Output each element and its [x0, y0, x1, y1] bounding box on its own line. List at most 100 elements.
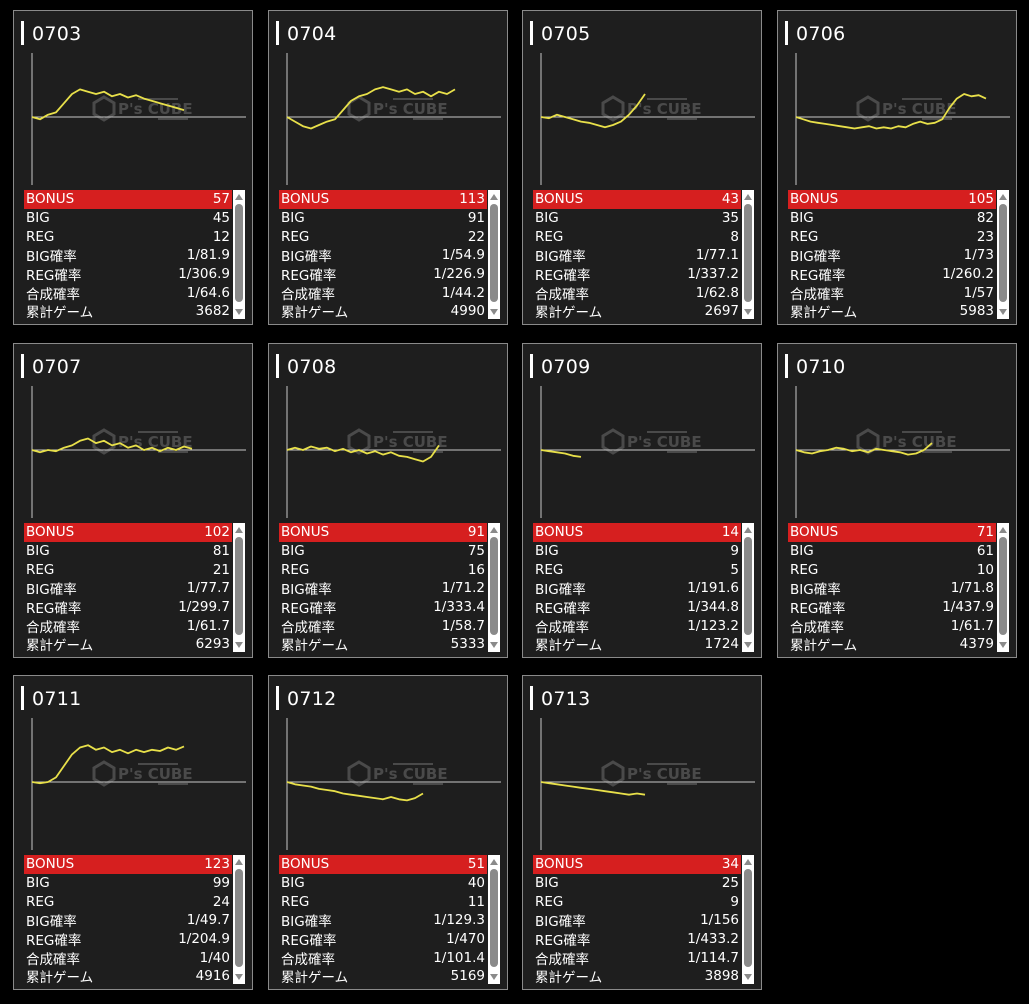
stat-row-big: BIG 91 [279, 209, 487, 228]
stat-row-big: BIG 9 [533, 542, 741, 561]
scroll-up-icon[interactable] [235, 527, 243, 533]
scroll-up-icon[interactable] [999, 527, 1007, 533]
scrollbar[interactable] [488, 523, 500, 652]
machine-card[interactable]: 0710 P's CUBE BONUS 71 BIG 61 REG 10 BIG確率 1/71.8… [777, 343, 1017, 658]
stat-row-reg-rate: REG確率 1/337.2 [533, 265, 741, 284]
machine-card[interactable]: 0712 P's CUBE BONUS 51 BIG 40 REG 11 BIG確率 1/129.… [268, 675, 508, 990]
scroll-thumb[interactable] [999, 204, 1007, 302]
stat-label: BIG確率 [281, 249, 332, 266]
scroll-thumb[interactable] [744, 869, 752, 967]
scroll-down-icon[interactable] [999, 309, 1007, 315]
scrollbar[interactable] [742, 855, 754, 984]
scrollbar[interactable] [997, 190, 1009, 319]
scroll-down-icon[interactable] [235, 309, 243, 315]
stat-value: 23 [976, 228, 994, 245]
machine-number: 0703 [21, 21, 82, 45]
scrollbar[interactable] [233, 855, 245, 984]
scroll-up-icon[interactable] [999, 194, 1007, 200]
stat-row-big-rate: BIG確率 1/73 [788, 246, 996, 265]
slump-graph: P's CUBE [795, 53, 1010, 185]
stat-label: BIG確率 [26, 582, 77, 599]
scroll-up-icon[interactable] [744, 194, 752, 200]
stat-value: 1/123.2 [687, 617, 739, 634]
scroll-up-icon[interactable] [744, 859, 752, 865]
scroll-up-icon[interactable] [235, 859, 243, 865]
scroll-down-icon[interactable] [490, 642, 498, 648]
scroll-up-icon[interactable] [490, 527, 498, 533]
stat-label: 累計ゲーム [790, 638, 858, 655]
stat-value: 43 [721, 191, 739, 208]
stat-row-bonus: BONUS 113 [279, 190, 487, 209]
scroll-up-icon[interactable] [490, 859, 498, 865]
stat-row-big-rate: BIG確率 1/81.9 [24, 246, 232, 265]
scroll-thumb[interactable] [490, 204, 498, 302]
watermark-brand: P's CUBE [373, 100, 448, 118]
scrollbar[interactable] [233, 523, 245, 652]
stat-label: 合成確率 [26, 286, 80, 303]
scrollbar[interactable] [488, 855, 500, 984]
scroll-thumb[interactable] [490, 869, 498, 967]
machine-card[interactable]: 0713 P's CUBE BONUS 34 BIG 25 REG 9 BIG確率 1/156 RE… [522, 675, 762, 990]
stat-value: 4379 [959, 636, 994, 653]
scrollbar[interactable] [742, 190, 754, 319]
scroll-down-icon[interactable] [744, 309, 752, 315]
machine-card[interactable]: 0705 P's CUBE BONUS 43 BIG 35 REG 8 BIG確率 1/77.1 R… [522, 10, 762, 325]
machine-card[interactable]: 0711 P's CUBE BONUS 123 BIG 99 REG 24 BIG確率 1/49.… [13, 675, 253, 990]
machine-card[interactable]: 0709 P's CUBE BONUS 14 BIG 9 REG 5 BIG確率 1/191.6 R… [522, 343, 762, 658]
scroll-down-icon[interactable] [744, 642, 752, 648]
scroll-up-icon[interactable] [490, 194, 498, 200]
stat-label: 合成確率 [26, 619, 80, 636]
stat-value: 102 [204, 524, 230, 541]
scrollbar[interactable] [233, 190, 245, 319]
scroll-down-icon[interactable] [235, 642, 243, 648]
machine-number: 0704 [276, 21, 337, 45]
stat-label: BIG [26, 543, 50, 560]
stat-row-big-rate: BIG確率 1/54.9 [279, 246, 487, 265]
stat-label: 累計ゲーム [790, 305, 858, 322]
scroll-down-icon[interactable] [490, 309, 498, 315]
scroll-thumb[interactable] [235, 869, 243, 967]
scrollbar[interactable] [997, 523, 1009, 652]
stat-value: 12 [212, 228, 230, 245]
scroll-down-icon[interactable] [999, 642, 1007, 648]
scroll-thumb[interactable] [999, 537, 1007, 635]
watermark-line [922, 451, 952, 453]
stat-label: REG [790, 228, 819, 245]
machine-card[interactable]: 0708 P's CUBE BONUS 91 BIG 75 REG 16 BIG確率 1/71.2… [268, 343, 508, 658]
scroll-down-icon[interactable] [490, 974, 498, 980]
stat-value: 16 [467, 561, 485, 578]
machine-card[interactable]: 0704 P's CUBE BONUS 113 BIG 91 REG 22 BIG確率 1/54.… [268, 10, 508, 325]
machine-card[interactable]: 0703 P's CUBE BONUS 57 BIG 45 REG 12 BIG確率 1/81.9… [13, 10, 253, 325]
stats-table: BONUS 102 BIG 81 REG 21 BIG確率 1/77.7 REG確率 1/299.… [24, 523, 232, 654]
stat-label: 合成確率 [790, 286, 844, 303]
scroll-thumb[interactable] [744, 537, 752, 635]
stat-row-total-games: 累計ゲーム 3682 [24, 302, 232, 321]
scroll-up-icon[interactable] [744, 527, 752, 533]
machine-card[interactable]: 0706 P's CUBE BONUS 105 BIG 82 REG 23 BIG確率 1/73 R… [777, 10, 1017, 325]
stat-value: 105 [968, 191, 994, 208]
stat-row-reg: REG 8 [533, 227, 741, 246]
cube-icon [92, 428, 116, 455]
stat-label: BIG確率 [281, 582, 332, 599]
stat-value: 2697 [704, 303, 739, 320]
scroll-thumb[interactable] [490, 537, 498, 635]
scroll-thumb[interactable] [744, 204, 752, 302]
stat-row-bonus: BONUS 71 [788, 523, 996, 542]
stat-label: BIG [535, 210, 559, 227]
scroll-thumb[interactable] [235, 204, 243, 302]
stat-value: 1/77.1 [695, 247, 739, 264]
scroll-down-icon[interactable] [744, 974, 752, 980]
scroll-down-icon[interactable] [235, 974, 243, 980]
scrollbar[interactable] [742, 523, 754, 652]
stat-row-bonus: BONUS 57 [24, 190, 232, 209]
scroll-up-icon[interactable] [235, 194, 243, 200]
scrollbar[interactable] [488, 190, 500, 319]
slump-graph: P's CUBE [795, 386, 1010, 518]
stat-value: 9 [730, 543, 739, 560]
watermark-logo: P's CUBE [347, 428, 448, 455]
scroll-thumb[interactable] [235, 537, 243, 635]
stat-value: 1/433.2 [687, 931, 739, 948]
stat-value: 91 [467, 210, 485, 227]
machine-card[interactable]: 0707 P's CUBE BONUS 102 BIG 81 REG 21 BIG確率 1/77.… [13, 343, 253, 658]
